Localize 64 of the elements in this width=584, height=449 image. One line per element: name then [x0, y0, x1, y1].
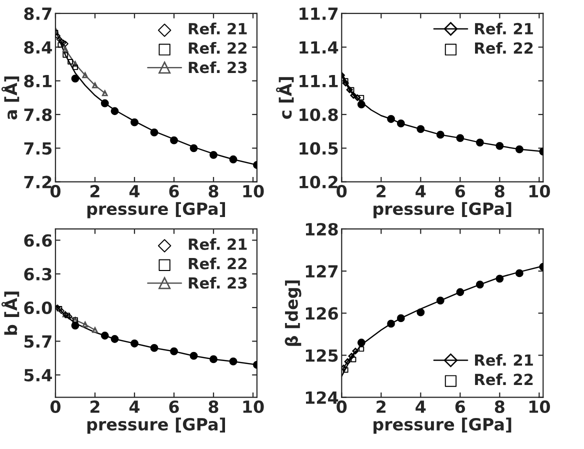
y-axis-title: c [Å] — [276, 77, 294, 119]
x-tick-label: 4 — [129, 400, 140, 413]
y-tick-label: 8.7 — [24, 7, 52, 20]
y-tick-label: 124 — [306, 391, 338, 404]
x-tick-label: 0 — [336, 400, 347, 414]
y-tick-label: 5.4 — [24, 369, 52, 382]
y-tick-label: 7.8 — [24, 108, 52, 122]
legend-label: Ref. 21 — [475, 22, 533, 34]
y-tick-label: 126 — [306, 307, 338, 320]
x-tick-label: 2 — [90, 400, 100, 413]
x-tick-label: 4 — [416, 400, 426, 413]
x-tick-label: 10 — [529, 184, 550, 198]
y-tick-label: 10.5 — [300, 142, 338, 155]
y-tick-label: 8.4 — [24, 41, 52, 54]
y-tick-label: 5.7 — [24, 335, 52, 348]
y-tick-label: 6.3 — [24, 268, 52, 280]
y-axis-title: β [deg] — [284, 280, 302, 346]
legend-label: Ref. 22 — [188, 258, 246, 270]
y-tick-label: 11.7 — [300, 8, 338, 20]
y-tick-label: 8.1 — [24, 74, 52, 88]
legend-label: Ref. 22 — [188, 42, 246, 54]
x-axis-title: pressure [GPa] — [374, 202, 512, 218]
x-tick-label: 6 — [455, 400, 466, 414]
y-tick-label: 7.2 — [24, 176, 52, 188]
legend-label: Ref. 23 — [188, 276, 247, 289]
y-tick-label: 6.6 — [24, 234, 52, 247]
x-tick-label: 2 — [90, 184, 100, 198]
x-tick-label: 0 — [336, 184, 347, 198]
legend-label: Ref. 23 — [188, 61, 247, 74]
x-tick-label: 2 — [376, 400, 386, 413]
x-tick-label: 6 — [455, 184, 466, 198]
x-tick-label: 10 — [243, 184, 264, 198]
x-tick-label: 4 — [416, 185, 426, 198]
x-tick-label: 4 — [129, 185, 140, 198]
x-tick-label: 0 — [50, 184, 60, 198]
x-tick-label: 8 — [494, 400, 504, 414]
x-tick-label: 6 — [169, 400, 179, 414]
x-axis-title: pressure [GPa] — [374, 418, 512, 434]
y-tick-label: 128 — [306, 222, 338, 236]
legend-label: Ref. 22 — [475, 373, 533, 386]
y-tick-label: 127 — [306, 265, 338, 278]
x-tick-label: 10 — [529, 400, 550, 414]
x-tick-label: 8 — [494, 184, 504, 198]
x-tick-label: 10 — [243, 400, 264, 414]
y-axis-title: a [Å] — [1, 76, 20, 120]
x-axis-title: pressure [GPa] — [87, 202, 225, 218]
y-tick-label: 125 — [306, 349, 338, 362]
legend-label: Ref. 21 — [188, 22, 247, 34]
legend-label: Ref. 21 — [188, 238, 247, 250]
y-tick-label: 6.0 — [24, 302, 52, 314]
y-tick-label: 11.1 — [300, 75, 338, 88]
x-tick-label: 8 — [208, 400, 218, 414]
y-tick-label: 11.4 — [300, 41, 338, 54]
x-tick-label: 2 — [376, 184, 386, 198]
legend-label: Ref. 22 — [475, 42, 533, 54]
x-axis-title: pressure [GPa] — [87, 418, 225, 434]
legend-label: Ref. 21 — [475, 354, 533, 366]
x-tick-label: 8 — [208, 184, 218, 198]
y-tick-label: 10.2 — [300, 176, 338, 188]
y-tick-label: 7.5 — [24, 142, 52, 155]
y-tick-label: 10.8 — [300, 108, 338, 122]
y-axis-title: b [Å] — [1, 292, 20, 335]
x-tick-label: 6 — [169, 184, 179, 198]
x-tick-label: 0 — [50, 400, 60, 414]
